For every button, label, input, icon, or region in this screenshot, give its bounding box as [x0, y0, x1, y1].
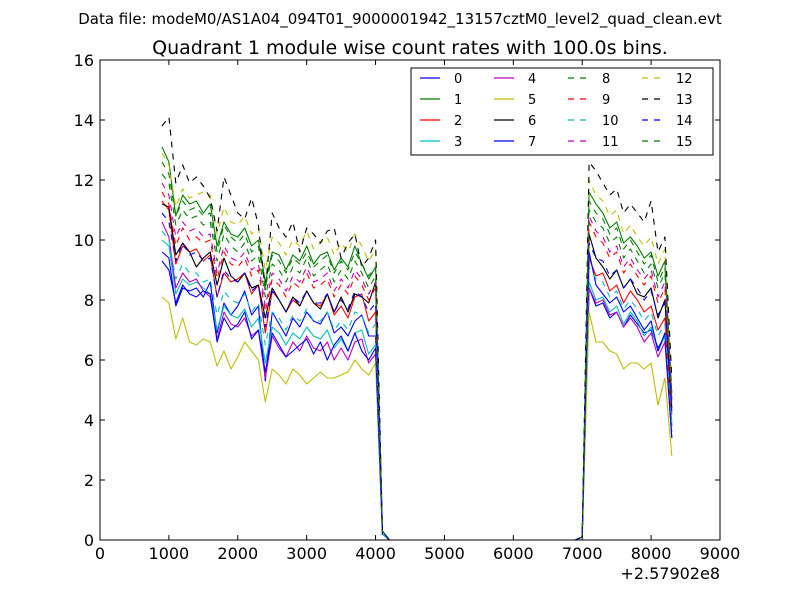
- legend-label: 2: [454, 114, 462, 129]
- series-line-9: [161, 191, 673, 541]
- legend-label: 0: [454, 72, 462, 87]
- series-line-10: [161, 230, 673, 541]
- series-line-5: [161, 296, 673, 541]
- series-line-6: [161, 203, 673, 541]
- legend-label: 7: [528, 135, 536, 150]
- y-tick-label: 4: [84, 411, 94, 430]
- series-layer: [161, 116, 673, 541]
- legend-item-12: 12: [642, 72, 693, 87]
- y-tick-label: 8: [84, 291, 94, 310]
- series-line-4: [161, 221, 673, 541]
- legend-item-5: 5: [494, 93, 536, 108]
- series-line-7: [161, 251, 673, 541]
- x-tick-label: 2000: [217, 544, 258, 563]
- series-line-3: [161, 239, 673, 541]
- chart-title: Quadrant 1 module wise count rates with …: [152, 37, 668, 59]
- y-tick-label: 0: [84, 531, 94, 550]
- legend-item-1: 1: [420, 93, 462, 108]
- legend-item-0: 0: [420, 72, 462, 87]
- legend-label: 8: [602, 72, 610, 87]
- legend-item-11: 11: [568, 135, 619, 150]
- series-line-14: [161, 212, 673, 541]
- y-tick-label: 10: [74, 231, 94, 250]
- legend-item-6: 6: [494, 114, 536, 129]
- chart-suptitle: Data file: modeM0/AS1A04_094T01_90000019…: [78, 10, 722, 29]
- legend-item-15: 15: [642, 135, 693, 150]
- y-tick-label: 16: [74, 51, 94, 70]
- y-tick-label: 12: [74, 171, 94, 190]
- series-line-13: [161, 116, 673, 541]
- legend-label: 1: [454, 93, 462, 108]
- legend-item-2: 2: [420, 114, 462, 129]
- x-tick-label: 3000: [286, 544, 327, 563]
- legend-item-3: 3: [420, 135, 462, 150]
- legend-frame: [410, 67, 714, 156]
- legend-item-8: 8: [568, 72, 610, 87]
- legend-label: 3: [454, 135, 462, 150]
- series-line-1: [161, 146, 673, 541]
- legend-label: 11: [602, 135, 619, 150]
- legend-item-10: 10: [568, 114, 619, 129]
- x-offset-label: +2.57902e8: [620, 564, 720, 583]
- x-tick-label: 7000: [562, 544, 603, 563]
- axes-layer: 0 1000 2000 3000 4000 5000 6000 7000 8000 9000 0 2 4…: [74, 51, 741, 563]
- legend-label: 13: [676, 93, 693, 108]
- legend-label: 10: [602, 114, 619, 129]
- y-tick-label: 14: [74, 111, 94, 130]
- legend-item-7: 7: [494, 135, 536, 150]
- legend-item-4: 4: [494, 72, 536, 87]
- x-tick-label: 8000: [631, 544, 672, 563]
- x-tick-label: 1000: [149, 544, 190, 563]
- series-line-2: [161, 200, 673, 541]
- x-tick-label: 6000: [493, 544, 534, 563]
- x-tick-label: 9000: [700, 544, 741, 563]
- legend-item-13: 13: [642, 93, 693, 108]
- legend-label: 12: [676, 72, 693, 87]
- legend-label: 14: [676, 114, 693, 129]
- x-tick-label: 5000: [424, 544, 465, 563]
- legend-label: 9: [602, 93, 610, 108]
- legend-label: 6: [528, 114, 536, 129]
- x-tick-label: 0: [95, 544, 105, 563]
- legend-label: 4: [528, 72, 536, 87]
- series-line-0: [161, 251, 673, 541]
- legend-label: 15: [676, 135, 693, 150]
- x-tick-label: 4000: [355, 544, 396, 563]
- legend-item-9: 9: [568, 93, 610, 108]
- legend-label: 5: [528, 93, 536, 108]
- legend-item-14: 14: [642, 114, 693, 129]
- y-tick-label: 2: [84, 471, 94, 490]
- y-tick-label: 6: [84, 351, 94, 370]
- series-line-15: [161, 161, 673, 541]
